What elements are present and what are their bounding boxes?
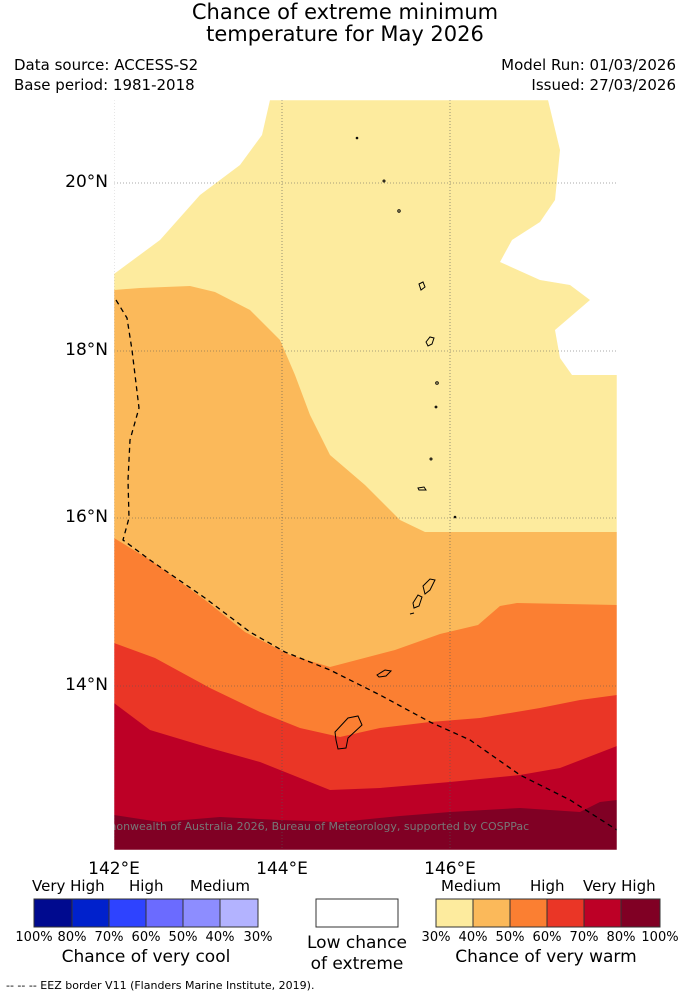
warm-pct-label: 30% bbox=[421, 930, 451, 945]
cool-high-label: High bbox=[129, 877, 164, 895]
cool-pct-label: 40% bbox=[205, 930, 235, 945]
warm-high-label: High bbox=[530, 877, 565, 895]
eez-border-line bbox=[115, 299, 617, 831]
cool-pct-label: 60% bbox=[131, 930, 161, 945]
low-chance-caption-line1: Low chance bbox=[307, 933, 407, 953]
cool-pct-label: 80% bbox=[57, 930, 87, 945]
lon-label-144e: 144°E bbox=[256, 859, 308, 879]
copyright-text: © Commonwealth of Australia 2026, Bureau… bbox=[66, 820, 529, 833]
lat-label-20n: 20°N bbox=[65, 172, 108, 192]
model-run-text: Model Run: 01/03/2026 bbox=[501, 56, 676, 74]
warm-pct-label: 50% bbox=[495, 930, 525, 945]
cool-legend-swatches bbox=[33, 898, 259, 928]
island-outlines bbox=[334, 136, 457, 750]
warm-medium-label: Medium bbox=[441, 877, 501, 895]
lon-label-142e: 142°E bbox=[88, 859, 140, 879]
base-period-text: Base period: 1981-2018 bbox=[14, 76, 195, 94]
warm-pct-label: 40% bbox=[458, 930, 488, 945]
map-gridlines bbox=[114, 100, 617, 850]
cool-legend-caption: Chance of very cool bbox=[61, 947, 231, 967]
low-chance-swatch bbox=[315, 898, 399, 928]
cool-pct-label: 70% bbox=[94, 930, 124, 945]
warm-pct-label: 80% bbox=[606, 930, 636, 945]
warm-legend-caption: Chance of very warm bbox=[455, 947, 637, 967]
warm-very-high-label: Very High bbox=[583, 877, 656, 895]
issued-text: Issued: 27/03/2026 bbox=[531, 76, 676, 94]
warm-pct-label: 100% bbox=[641, 930, 679, 945]
cool-very-high-label: Very High bbox=[32, 877, 105, 895]
low-chance-caption-line2: of extreme bbox=[310, 954, 404, 974]
map-title-line1: Chance of extreme minimum bbox=[191, 0, 499, 24]
lon-label-146e: 146°E bbox=[424, 859, 476, 879]
cool-pct-label: 50% bbox=[168, 930, 198, 945]
cool-medium-label: Medium bbox=[190, 877, 250, 895]
data-source-text: Data source: ACCESS-S2 bbox=[14, 56, 199, 74]
lat-label-16n: 16°N bbox=[65, 507, 108, 527]
eez-footnote: -- -- -- EEZ border V11 (Flanders Marine… bbox=[6, 979, 315, 992]
warm-legend-swatches bbox=[435, 898, 661, 928]
warm-pct-label: 60% bbox=[532, 930, 562, 945]
map-title-line2: temperature for May 2026 bbox=[206, 22, 484, 46]
warm-pct-label: 70% bbox=[569, 930, 599, 945]
extreme-warm-region bbox=[114, 800, 617, 850]
cool-pct-label: 30% bbox=[243, 930, 273, 945]
cool-pct-label: 100% bbox=[15, 930, 53, 945]
lat-label-14n: 14°N bbox=[65, 675, 108, 695]
lat-label-18n: 18°N bbox=[65, 340, 108, 360]
